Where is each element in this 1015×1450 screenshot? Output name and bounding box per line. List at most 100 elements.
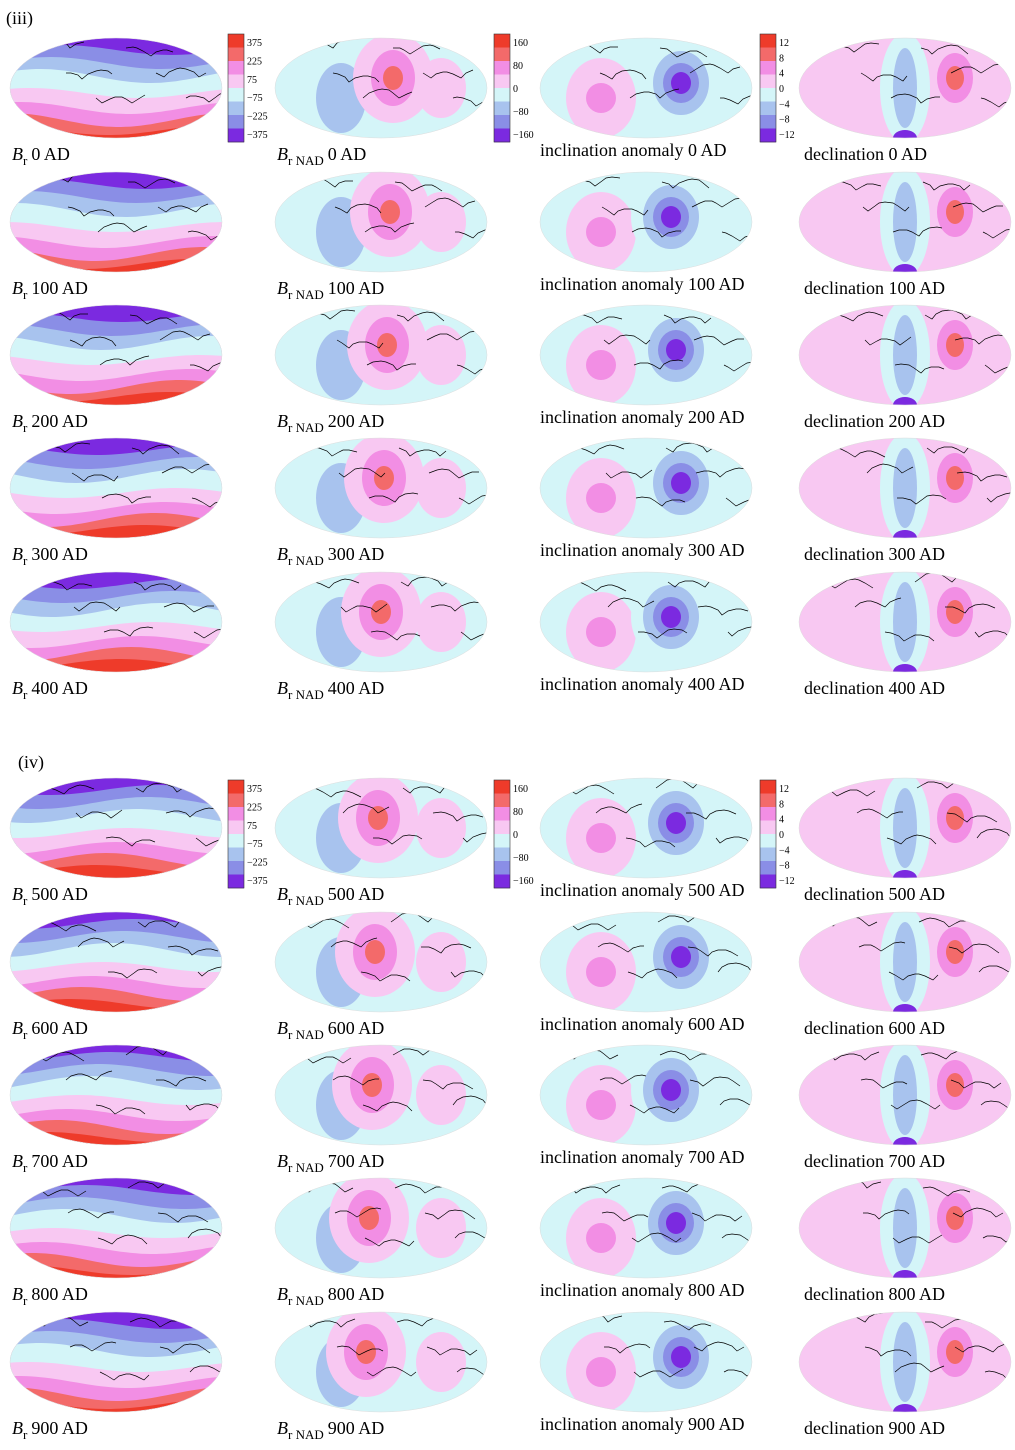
field-contour (416, 458, 466, 518)
colorbar-band (494, 61, 510, 75)
field-contour (946, 1340, 964, 1364)
caption-subscript: r (23, 287, 28, 302)
caption-epoch: 600 AD (31, 1018, 88, 1038)
map (6, 567, 242, 682)
colorbar-band (760, 834, 776, 848)
caption-subscript: r NAD (288, 1027, 324, 1042)
figure: (iii)Br0 ADBr NAD0 ADinclination anomaly… (0, 0, 1015, 1450)
map-field (6, 773, 244, 888)
map-caption: inclination anomaly 700 AD (540, 1147, 744, 1167)
colorbar-tick-label: −12 (779, 130, 795, 141)
caption-symbol: B (277, 144, 288, 164)
caption-symbol: B (12, 1151, 23, 1171)
colorbar-band (760, 848, 776, 862)
colorbar-tick-label: −160 (513, 876, 534, 887)
map (6, 300, 238, 415)
field-contour (671, 946, 691, 968)
field-contour (586, 217, 616, 247)
map-field (795, 567, 1015, 680)
colorbar-tick-label: −375 (247, 876, 268, 887)
colorbar-band (228, 834, 244, 848)
field-contour (586, 350, 616, 380)
caption-symbol: B (277, 1151, 288, 1171)
caption-epoch: 0 AD (328, 144, 367, 164)
colorbar-tick-label: 0 (513, 830, 518, 841)
map-caption: inclination anomaly 100 AD (540, 274, 744, 294)
map-caption: declination 100 AD (804, 278, 945, 298)
field-contour (326, 78, 356, 118)
panel-label: (iv) (18, 752, 44, 773)
map-field (536, 167, 770, 277)
map-field (795, 1040, 1015, 1153)
field-contour (893, 1322, 917, 1402)
colorbar-band (760, 780, 776, 794)
map-field (6, 1040, 234, 1155)
map-caption: inclination anomaly 900 AD (540, 1414, 744, 1434)
caption-symbol: B (277, 884, 288, 904)
map-caption: Br900 AD (12, 1418, 88, 1442)
caption-symbol: B (277, 411, 288, 431)
caption-subscript: r NAD (288, 893, 324, 908)
field-contour (893, 788, 917, 868)
map (6, 167, 236, 282)
colorbar-tick-label: 0 (779, 830, 784, 841)
colorbar-band (228, 794, 244, 808)
caption-subscript: r (23, 153, 28, 168)
colorbar-tick-label: 160 (513, 784, 528, 795)
map-field (795, 773, 1015, 886)
map (536, 773, 764, 883)
colorbar-tick-label: 375 (247, 38, 262, 49)
map-field (795, 167, 1015, 280)
map-caption: declination 400 AD (804, 678, 945, 698)
map-field (6, 33, 234, 148)
field-contour (586, 1090, 616, 1120)
map (795, 567, 1015, 680)
map (536, 300, 772, 410)
field-contour (586, 83, 616, 113)
colorbar-tick-label: −80 (513, 853, 529, 864)
colorbar-band (494, 88, 510, 102)
caption-epoch: 0 AD (31, 144, 70, 164)
colorbar-tick-label: 0 (513, 84, 518, 95)
colorbar-band (760, 61, 776, 75)
map-field (536, 773, 764, 883)
caption-epoch: 400 AD (31, 678, 88, 698)
colorbar-tick-label: 75 (247, 75, 257, 86)
map-caption: Br NAD300 AD (277, 544, 384, 568)
caption-subscript: r NAD (288, 1293, 324, 1308)
map-caption: declination 700 AD (804, 1151, 945, 1171)
map-field (6, 433, 240, 548)
map-caption: Br100 AD (12, 278, 88, 302)
map (795, 1173, 1015, 1286)
map-caption: Br NAD900 AD (277, 1418, 384, 1442)
map-caption: Br300 AD (12, 544, 88, 568)
colorbar-tick-label: 80 (513, 807, 523, 818)
field-contour (666, 1212, 686, 1234)
map-caption: inclination anomaly 800 AD (540, 1280, 744, 1300)
colorbar-band (494, 75, 510, 89)
colorbar-band (494, 129, 510, 143)
map-field (795, 300, 1015, 413)
map (536, 33, 768, 143)
map (795, 33, 1015, 146)
field-contour (671, 72, 691, 94)
colorbar-band (228, 875, 244, 889)
field-contour (893, 182, 917, 262)
colorbar-band (228, 780, 244, 794)
map-caption: Br NAD100 AD (277, 278, 384, 302)
map-caption: Br0 AD (12, 144, 70, 168)
map-caption: Br NAD500 AD (277, 884, 384, 908)
map (271, 33, 501, 143)
colorbar-band (228, 61, 244, 75)
map (795, 167, 1015, 280)
field-contour (416, 1332, 466, 1392)
colorbar-band (494, 848, 510, 862)
colorbar-tick-label: 80 (513, 61, 523, 72)
caption-subscript: r NAD (288, 287, 324, 302)
map-caption: inclination anomaly 600 AD (540, 1014, 744, 1034)
field-contour (893, 48, 917, 128)
colorbar-band (228, 861, 244, 875)
field-contour (893, 448, 917, 528)
